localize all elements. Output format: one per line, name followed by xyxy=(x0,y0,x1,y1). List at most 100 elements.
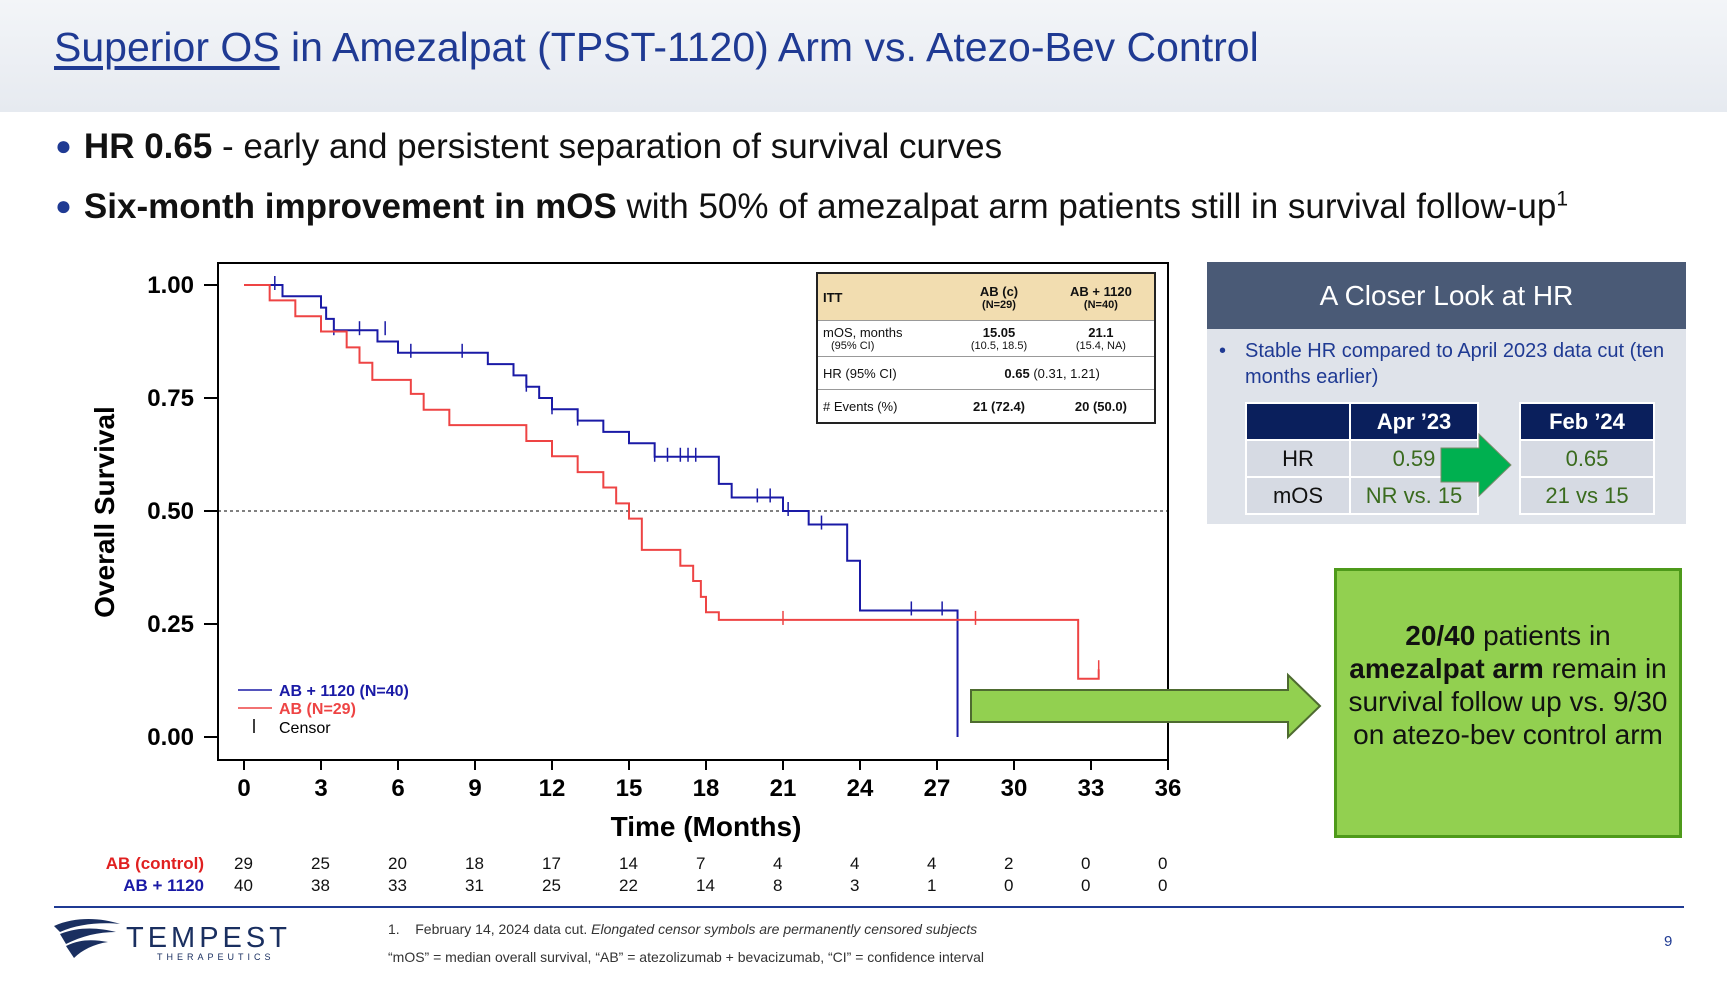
hr-col-apr: Apr ’23 xyxy=(1349,402,1479,441)
risk-cell: 4 xyxy=(850,854,860,873)
risk-cell: 25 xyxy=(542,876,561,895)
y-tick-label: 0.75 xyxy=(147,385,194,412)
bullet-mos: ● Six-month improvement in mOS with 50% o… xyxy=(55,187,1569,226)
footer-divider xyxy=(54,906,1684,908)
itt-row-mos: mOS, months (95% CI) 15.05 (10.5, 18.5) 21… xyxy=(817,320,1155,357)
itt-cell-value: 15.05 (10.5, 18.5) xyxy=(950,320,1048,357)
risk-cell: 14 xyxy=(619,854,638,873)
bullet-dot-icon: • xyxy=(1219,340,1227,362)
x-axis-label: Time (Months) xyxy=(611,811,802,842)
risk-cell: 17 xyxy=(542,854,561,873)
plot-area: 0 3 6 9 12 15 18 21 24 27 30 33 360.000.250.500.751.… xyxy=(147,262,1182,802)
hr-panel-title: A Closer Look at HR xyxy=(1207,262,1686,329)
risk-cell: 20 xyxy=(388,854,407,873)
risk-cell: 8 xyxy=(773,876,783,895)
risk-cell: 29 xyxy=(234,854,253,873)
hr-closer-look-panel: A Closer Look at HR • Stable HR compared … xyxy=(1207,262,1686,524)
risk-cell: 4 xyxy=(927,854,937,873)
risk-cell: 22 xyxy=(619,876,638,895)
y-tick-label: 1.00 xyxy=(147,272,194,299)
risk-cell: 0 xyxy=(1081,876,1091,895)
logo-subtitle: THERAPEUTICS xyxy=(157,952,275,962)
itt-cell-label: HR (95% CI) xyxy=(817,356,951,390)
right-arrow-icon xyxy=(1440,432,1512,498)
risk-cell: 0 xyxy=(1004,876,1014,895)
risk-cell: 38 xyxy=(311,876,330,895)
risk-cell: 31 xyxy=(465,876,484,895)
hr-row-label: HR xyxy=(1245,439,1351,478)
risk-cell: 2 xyxy=(1004,854,1014,873)
itt-header-row: ITT AB (c) (N=29) AB + 1120 (N=40) xyxy=(817,272,1155,321)
risk-cell: 4 xyxy=(773,854,783,873)
x-tick-label: 33 xyxy=(1078,775,1105,802)
hr-panel-note: • Stable HR compared to April 2023 data c… xyxy=(1219,340,1665,388)
risk-cell: 0 xyxy=(1158,854,1168,873)
risk-cell: 0 xyxy=(1158,876,1168,895)
risk-cell: 7 xyxy=(696,854,706,873)
itt-header-ab: AB (c) (N=29) xyxy=(950,272,1048,321)
x-tick-label: 3 xyxy=(314,775,327,802)
y-tick-label: 0.00 xyxy=(147,724,194,751)
title-bar xyxy=(0,0,1727,112)
risk-cell: 33 xyxy=(388,876,407,895)
itt-row-hr: HR (95% CI) 0.65 (0.31, 1.21) xyxy=(817,356,1155,390)
hr-table-corner xyxy=(1245,402,1351,441)
itt-header-ab1120: AB + 1120 (N=40) xyxy=(1047,272,1155,321)
series-line-ab xyxy=(244,284,1100,680)
callout-arrow-icon xyxy=(970,672,1322,740)
page-number: 9 xyxy=(1664,933,1673,950)
risk-cell: 1 xyxy=(927,876,937,895)
itt-header-label: ITT xyxy=(817,272,951,321)
risk-label-ab: AB (control) xyxy=(105,854,204,873)
x-tick-label: 15 xyxy=(616,775,643,802)
risk-cell: 14 xyxy=(696,876,715,895)
hr-table-feb: Feb ’24 0.65 21 vs 15 xyxy=(1519,402,1655,515)
footnote-2: “mOS” = median overall survival, “AB” = … xyxy=(388,949,985,965)
legend-label-ab1120: AB + 1120 (N=40) xyxy=(279,683,409,700)
risk-cell: 25 xyxy=(311,854,330,873)
y-tick-label: 0.25 xyxy=(147,611,194,638)
risk-label-ab1120: AB + 1120 xyxy=(123,876,204,895)
hr-feb-value: 21 vs 15 xyxy=(1519,476,1655,515)
followup-callout: 20/40 patients in amezalpat arm remain i… xyxy=(1334,568,1682,838)
risk-cell: 0 xyxy=(1081,854,1091,873)
itt-cell-label: # Events (%) xyxy=(817,389,951,423)
legend-label-censor: Censor xyxy=(279,720,331,737)
x-tick-label: 36 xyxy=(1155,775,1182,802)
itt-row-events: # Events (%) 21 (72.4) 20 (50.0) xyxy=(817,389,1155,423)
x-tick-label: 12 xyxy=(539,775,566,802)
slide-title: Superior OS in Amezalpat (TPST-1120) Arm… xyxy=(54,24,1259,70)
hr-row-label: mOS xyxy=(1245,476,1351,515)
hr-feb-value: 0.65 xyxy=(1519,439,1655,478)
tempest-logo-icon xyxy=(54,919,120,958)
itt-cell-value: 0.65 (0.31, 1.21) xyxy=(950,356,1155,390)
footnote-1: 1. February 14, 2024 data cut. Elongated… xyxy=(388,921,978,937)
x-tick-label: 27 xyxy=(924,775,951,802)
x-tick-label: 0 xyxy=(237,775,250,802)
x-tick-label: 30 xyxy=(1001,775,1028,802)
itt-cell-value: 20 (50.0) xyxy=(1047,389,1155,423)
bullet-hr: ● HR 0.65 - early and persistent separati… xyxy=(55,127,1003,166)
y-tick-label: 0.50 xyxy=(147,498,194,525)
risk-cell: 3 xyxy=(850,876,860,895)
itt-cell-label: mOS, months (95% CI) xyxy=(817,320,951,357)
x-tick-label: 18 xyxy=(693,775,720,802)
x-tick-label: 21 xyxy=(770,775,797,802)
x-tick-label: 6 xyxy=(391,775,404,802)
itt-cell-value: 21.1 (15.4, NA) xyxy=(1047,320,1155,357)
hr-col-feb: Feb ’24 xyxy=(1519,402,1655,441)
x-tick-label: 24 xyxy=(847,775,874,802)
km-chart: Overall Survival Time (Months) 0 3 6 9 12 15 1… xyxy=(89,262,1182,842)
hr-table-apr: Apr ’23 HR 0.59 mOS NR vs. 15 xyxy=(1245,402,1479,515)
bullet-dot-icon: ● xyxy=(55,130,72,161)
itt-cell-value: 21 (72.4) xyxy=(950,389,1048,423)
risk-cell: 40 xyxy=(234,876,253,895)
x-tick-label: 9 xyxy=(468,775,481,802)
legend: AB + 1120 (N=40) AB (N=29) Censor xyxy=(238,683,409,737)
risk-cell: 18 xyxy=(465,854,484,873)
legend-label-ab: AB (N=29) xyxy=(279,701,356,718)
logo-wordmark: TEMPEST xyxy=(126,922,291,954)
y-axis-label: Overall Survival xyxy=(89,406,120,618)
bullet-dot-icon: ● xyxy=(55,190,72,221)
itt-summary-table: ITT AB (c) (N=29) AB + 1120 (N=40) mOS, mo… xyxy=(816,272,1156,424)
